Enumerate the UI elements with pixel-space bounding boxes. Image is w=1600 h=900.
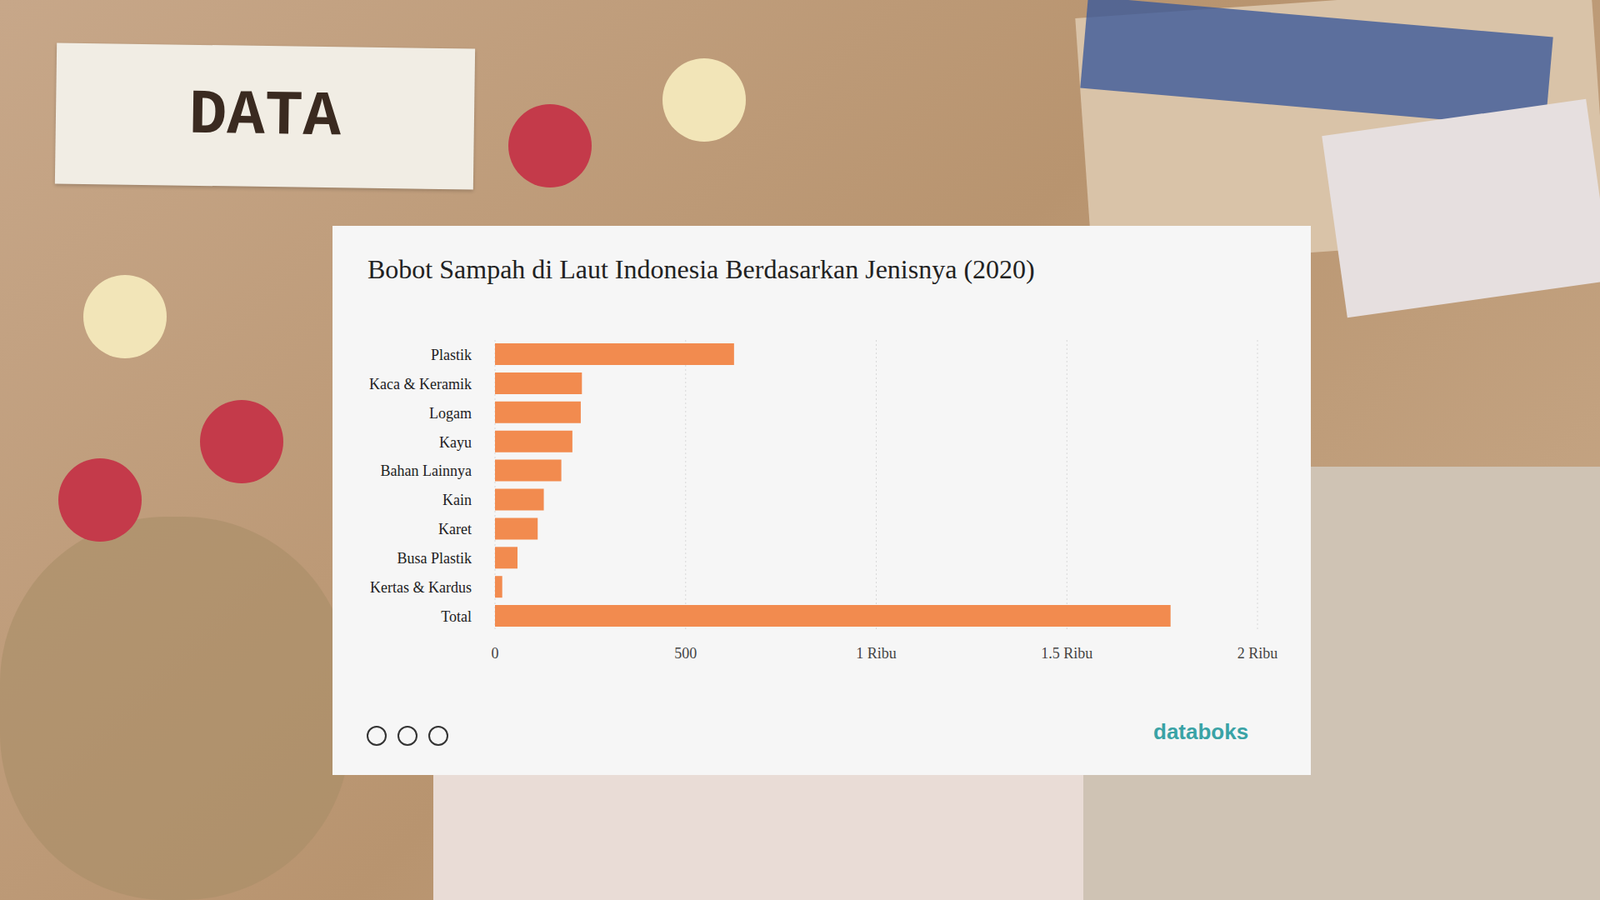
svg-text:Plastik: Plastik — [430, 346, 472, 364]
svg-text:500: 500 — [674, 645, 697, 662]
svg-text:Kaca & Keramik: Kaca & Keramik — [369, 375, 472, 393]
svg-text:1.5 Ribu: 1.5 Ribu — [1040, 645, 1093, 662]
html-text:Bobot Sampah di Laut Indonesia: Bobot Sampah di Laut Indonesia Berdasark… — [367, 254, 1035, 285]
svg-text:Kertas & Kardus: Kertas & Kardus — [370, 579, 472, 596]
svg-text:2 Ribu: 2 Ribu — [1237, 645, 1279, 662]
svg-text:1 Ribu: 1 Ribu — [855, 645, 897, 662]
svg-text:Busa Plastik: Busa Plastik — [396, 550, 472, 567]
svg-text:Bahan Lainnya: Bahan Lainnya — [380, 462, 472, 480]
svg-text:Kain: Kain — [442, 491, 472, 509]
svg-text:Kayu: Kayu — [439, 434, 472, 451]
svg-text:Total: Total — [440, 608, 472, 625]
html-text:databoks: databoks — [1153, 719, 1249, 745]
svg-text:Logam: Logam — [429, 405, 472, 422]
svg-text:Karet: Karet — [438, 520, 472, 538]
html-text:DATA: DATA — [188, 79, 342, 154]
svg-text:0: 0 — [491, 645, 500, 662]
